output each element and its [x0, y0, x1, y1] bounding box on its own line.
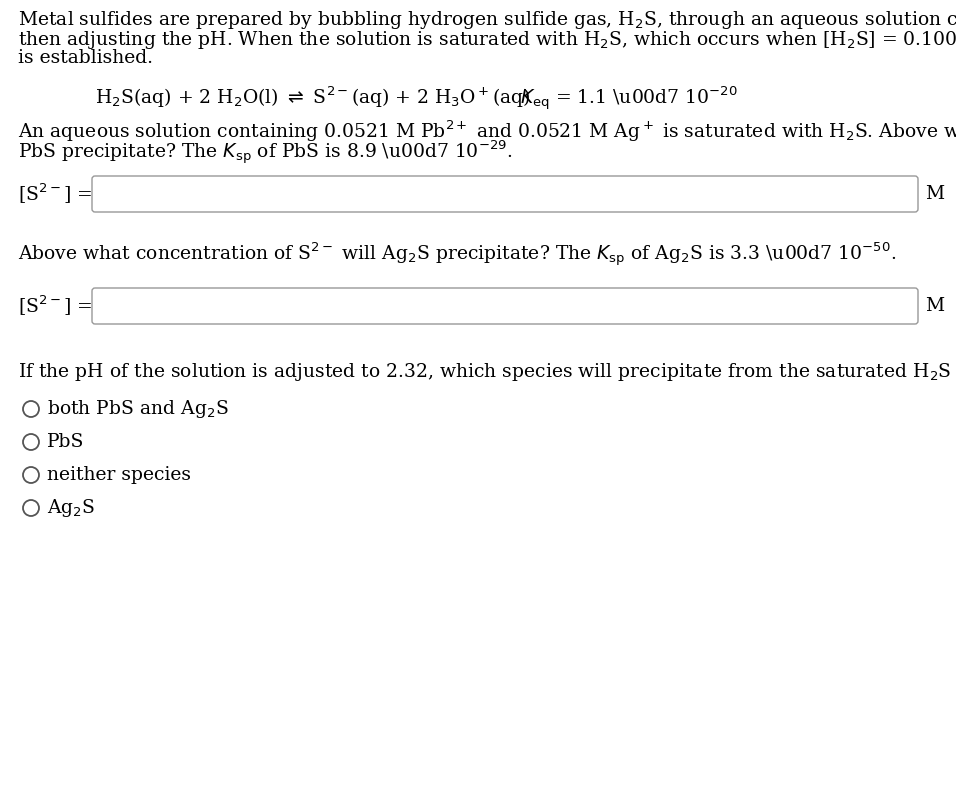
FancyBboxPatch shape — [92, 176, 918, 212]
Circle shape — [23, 434, 39, 450]
Text: Above what concentration of S$^{2-}$ will Ag$_2$S precipitate? The $\mathit{K}_{: Above what concentration of S$^{2-}$ wil… — [18, 241, 896, 269]
Text: then adjusting the pH. When the solution is saturated with H$_2$S, which occurs : then adjusting the pH. When the solution… — [18, 29, 956, 51]
Text: M: M — [925, 297, 945, 315]
Text: both PbS and Ag$_2$S: both PbS and Ag$_2$S — [47, 398, 228, 420]
Text: $\mathit{K}_{\mathrm{eq}}$ = 1.1 \u00d7 10$^{-20}$: $\mathit{K}_{\mathrm{eq}}$ = 1.1 \u00d7 … — [520, 85, 738, 113]
Circle shape — [23, 401, 39, 417]
Text: M: M — [925, 185, 945, 203]
Text: [S$^{2-}$] =: [S$^{2-}$] = — [18, 182, 93, 206]
Text: [S$^{2-}$] =: [S$^{2-}$] = — [18, 294, 93, 318]
Text: neither species: neither species — [47, 466, 191, 484]
Text: Metal sulfides are prepared by bubbling hydrogen sulfide gas, H$_2$S, through an: Metal sulfides are prepared by bubbling … — [18, 9, 956, 31]
Text: is established.: is established. — [18, 49, 153, 67]
Text: Ag$_2$S: Ag$_2$S — [47, 497, 96, 519]
Text: An aqueous solution containing 0.0521 M Pb$^{2+}$ and 0.0521 M Ag$^+$ is saturat: An aqueous solution containing 0.0521 M … — [18, 119, 956, 145]
Circle shape — [23, 500, 39, 516]
Text: H$_2$S(aq) + 2 H$_2$O(l) $\rightleftharpoons$ S$^{2-}$(aq) + 2 H$_3$O$^+$(aq): H$_2$S(aq) + 2 H$_2$O(l) $\rightleftharp… — [95, 85, 531, 110]
Text: PbS precipitate? The $\mathit{K}_{\mathrm{sp}}$ of PbS is 8.9 \u00d7 10$^{-29}$.: PbS precipitate? The $\mathit{K}_{\mathr… — [18, 139, 512, 167]
Text: PbS: PbS — [47, 433, 84, 451]
Text: If the pH of the solution is adjusted to 2.32, which species will precipitate fr: If the pH of the solution is adjusted to… — [18, 361, 956, 383]
FancyBboxPatch shape — [92, 288, 918, 324]
Circle shape — [23, 467, 39, 483]
